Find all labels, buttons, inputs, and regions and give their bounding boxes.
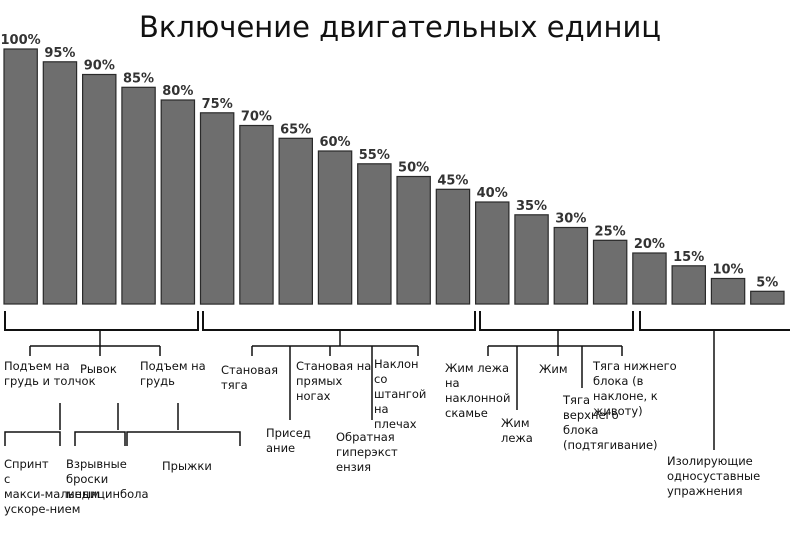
exercise-squat: Присед ание <box>266 426 311 455</box>
value-label-6: 75% <box>202 97 233 112</box>
exercise-clean-jerk: Подъем на грудь и толчок <box>4 359 96 388</box>
value-label-11: 50% <box>398 161 429 176</box>
bar-17 <box>632 252 667 305</box>
bar-16 <box>592 239 628 305</box>
bar-19 <box>710 277 746 305</box>
bar-14 <box>514 214 549 305</box>
bar-10 <box>357 163 392 305</box>
value-label-17: 20% <box>634 237 665 252</box>
bar-9 <box>317 150 353 305</box>
ticks-group-1 <box>29 345 161 356</box>
exercise-power-clean: Подъем на грудь <box>140 359 206 388</box>
value-label-10: 55% <box>359 148 390 163</box>
value-label-2: 95% <box>44 46 75 61</box>
value-label-16: 25% <box>595 224 626 239</box>
exercise-bench: Жим лежа <box>501 416 533 445</box>
bar-4 <box>121 86 156 305</box>
group-brackets <box>4 311 790 331</box>
value-label-3: 90% <box>84 59 115 74</box>
exercise-snatch: Рывок <box>80 362 117 376</box>
connectors <box>4 330 715 450</box>
value-label-20: 5% <box>756 275 778 290</box>
exercise-press: Жим <box>539 362 568 376</box>
connector-group-2 <box>252 330 418 347</box>
bars <box>3 48 785 305</box>
bracket-group-1 <box>4 311 199 331</box>
ticks-group-3 <box>487 346 623 410</box>
value-labels: 100%95% 90% 85% 80% 75% 70% 65% 60% 55% 50% 45% 40%… <box>1 33 779 290</box>
value-label-13: 40% <box>477 186 508 201</box>
exercise-label: Подъем на грудь и толчок <box>4 359 96 388</box>
bracket-group-4 <box>639 311 790 331</box>
subgroup-med-ball: Взрывные броски медицинбола <box>66 457 149 501</box>
bar-1 <box>3 48 38 305</box>
exercise-lat-pulldown: Тяга верхнего блока (подтягивание) <box>562 393 658 452</box>
subbracket-jumps <box>126 431 241 446</box>
bracket-group-2 <box>202 311 476 331</box>
exercise-deadlift: Становая тяга <box>221 363 278 392</box>
value-label-5: 80% <box>162 84 193 99</box>
ticks-group-2 <box>251 346 419 420</box>
subgroup-jumps: Прыжки <box>162 459 212 473</box>
bar-3 <box>81 73 117 305</box>
bar-11 <box>396 175 431 305</box>
value-label-7: 70% <box>241 110 272 125</box>
bar-13 <box>475 201 510 305</box>
bar-12 <box>435 188 471 305</box>
value-label-4: 85% <box>123 71 154 86</box>
exercise-seated-row: Тяга нижнего блока (в наклоне, к животу) <box>592 359 677 418</box>
exercise-incline-bench: Жим лежа на наклонной скамье <box>445 361 510 420</box>
value-label-1: 100% <box>1 33 41 48</box>
value-label-8: 65% <box>280 122 311 137</box>
value-label-14: 35% <box>516 199 547 214</box>
bar-2 <box>42 61 78 305</box>
subgroup-sprint: Спринт с макси-мальным ускоре-нием <box>4 457 100 516</box>
subbracket-sprint <box>4 431 61 446</box>
bar-8 <box>278 137 314 305</box>
exercise-reverse-hyper: Обратная гиперэкст ензия <box>336 430 398 474</box>
bar-15 <box>553 226 589 305</box>
bracket-group-3 <box>479 311 634 331</box>
connector-group-3 <box>488 330 622 347</box>
exercise-good-morning: Наклон со штангой на плечах <box>374 357 426 431</box>
value-label-9: 60% <box>319 135 350 150</box>
bar-20 <box>750 290 785 305</box>
bar-7 <box>239 124 274 305</box>
value-label-18: 15% <box>673 250 704 265</box>
value-label-12: 45% <box>437 173 468 188</box>
bar-5 <box>160 99 196 305</box>
chart-title: Включение двигательных единиц <box>139 10 661 44</box>
bar-6 <box>199 112 235 305</box>
subbracket-throws <box>74 431 126 446</box>
exercise-isolation: Изолирующие односуставные упражнения <box>667 454 760 498</box>
bar-18 <box>671 265 706 305</box>
exercise-rdl: Становая на прямых ногах <box>296 359 371 403</box>
value-label-15: 30% <box>555 212 586 227</box>
value-label-19: 10% <box>712 263 743 278</box>
